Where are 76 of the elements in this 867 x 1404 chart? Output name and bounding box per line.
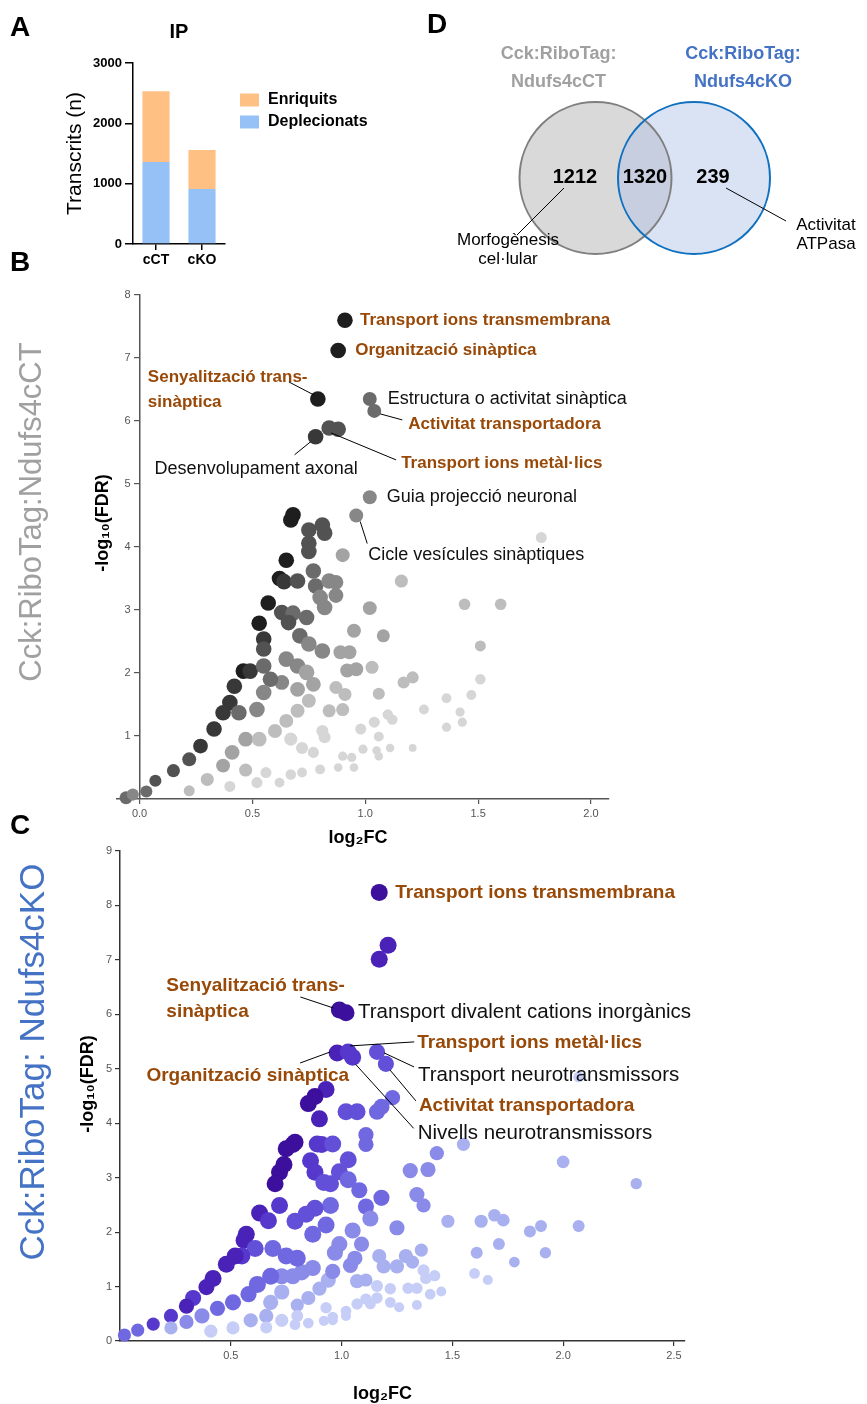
bar [188,189,216,244]
category-label: Cck:RiboTag: Ndufs4cKO [685,42,801,91]
annotation: Estructura o activitat sinàptica [387,387,628,408]
y-tick-label: 6 [124,414,131,427]
y-tick-label: 5 [124,477,131,490]
annotation: Activitat transportadora [408,413,602,433]
legend-label: Enriquits [268,90,338,108]
annotation: Transport neurotransmissors [418,1061,680,1085]
annotation: Transport ions metàl·lics [401,452,603,472]
x-tick-label: 0.0 [131,806,148,819]
annotation: Transport ions metàl·lics [417,1031,643,1053]
y-tick-label: 9 [105,844,112,857]
y-tick-label: 2 [124,666,131,679]
x-tick-label: 2.0 [583,806,599,819]
x-axis-title: log₂FC [328,826,388,847]
y-tick-label: 4 [105,1116,112,1129]
y-tick-label: 0 [114,235,122,251]
text: Cck:RiboTag:Ndufs4cCT [12,342,48,682]
x-tick-label: cKO [187,251,217,268]
y-axis-title: Transcrits (n) [61,92,85,215]
y-tick-label: 5 [105,1061,112,1074]
legend-label: Deplecionats [268,112,368,130]
x-tick-label: 2.5 [666,1348,682,1361]
annotation: Senyalització trans-sinàptica [166,974,345,1022]
y-tick-label: 4 [124,540,131,553]
x-tick-label: 1.5 [470,806,486,819]
y-tick-label: 8 [105,898,112,911]
annotation: Guia projecció neuronal [386,486,577,507]
x-tick-label: cCT [142,251,170,268]
x-tick-label: 1.0 [357,806,373,819]
y-tick-label: 1000 [93,175,122,191]
y-tick-label: 6 [105,1007,112,1020]
text: B [9,245,31,277]
y-tick-label: 2000 [93,114,122,130]
text: C [9,808,31,840]
annotation: Senyalització trans-sinàptica [147,366,308,411]
annotation: Transport divalent cations inorgànics [358,999,692,1023]
category-label: Cck:RiboTag: Ndufs4cCT [500,42,617,91]
x-tick-label: 0.5 [223,1348,239,1361]
y-tick-label: 0 [105,1334,112,1347]
annotation: Organització sinàptica [146,1064,350,1086]
y-tick-label: 1 [105,1279,112,1292]
annotation: Nivells neurotransmissors [417,1120,653,1143]
y-tick-label: 3 [124,603,131,616]
y-tick-label: 2 [105,1225,112,1238]
annotation: Activitat transportadora [418,1094,635,1116]
x-tick-label: 1.5 [444,1348,460,1361]
x-tick-label: 1.0 [333,1348,350,1361]
chart-title: IP [169,19,189,42]
y-tick-label: 3000 [93,54,122,70]
annotation: Organització sinàptica [355,340,538,360]
text: Activitat ATPasa [796,214,857,253]
text: Cck:RiboTag: Ndufs4cKO [11,863,51,1261]
x-tick-label: 0.5 [244,806,261,819]
text: D [426,7,448,39]
y-tick-label: 1 [124,729,131,742]
y-tick-label: 7 [124,351,131,364]
data-label: 239 [696,164,730,187]
bar [142,161,170,244]
data-label: 1320 [622,164,668,187]
y-axis-title: -log₁₀(FDR) [76,1035,97,1133]
bar [142,91,170,162]
data-label: 1212 [552,164,598,187]
y-tick-label: 8 [124,288,131,301]
annotation: Desenvolupament axonal [154,457,358,478]
bar [188,149,216,190]
annotation: Transport ions transmembrana [359,309,611,329]
y-tick-label: 7 [105,952,112,965]
y-tick-label: 3 [105,1170,112,1183]
annotation: Transport ions transmembrana [395,880,676,902]
text: Morfogènesis cel·lular [456,229,560,268]
x-axis-title: log₂FC [353,1382,412,1403]
x-tick-label: 2.0 [555,1348,571,1361]
text: A [9,10,31,42]
y-axis-title: -log₁₀(FDR) [91,474,112,572]
annotation: Cicle vesícules sinàptiques [368,544,585,565]
